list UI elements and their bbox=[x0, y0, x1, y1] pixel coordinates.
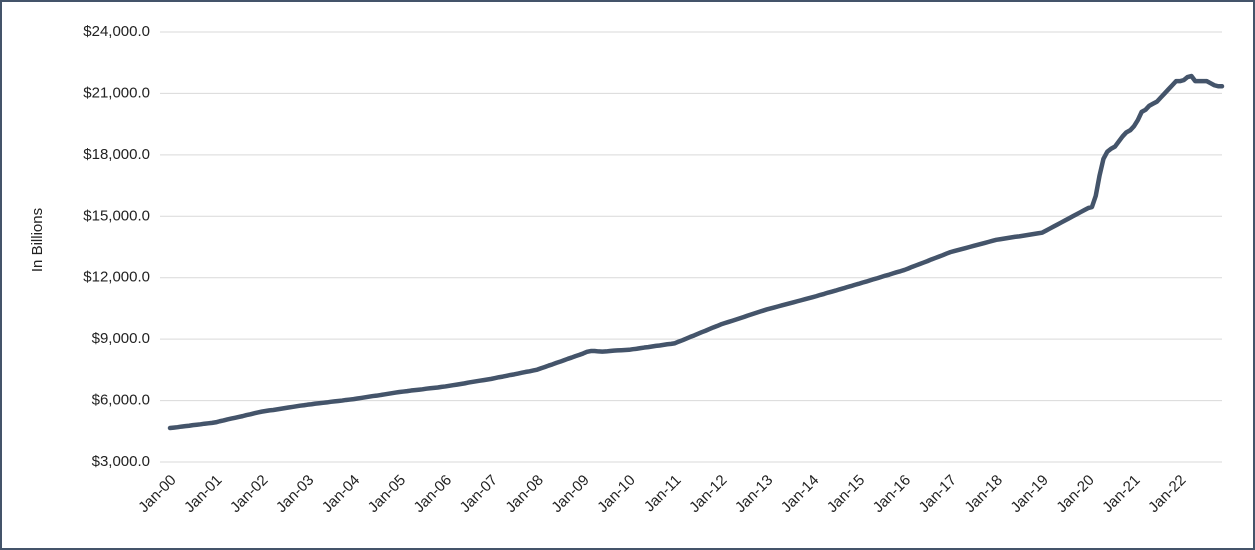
y-tick-label: $6,000.0 bbox=[92, 392, 150, 409]
data-line bbox=[167, 73, 1225, 431]
y-tick-label: $15,000.0 bbox=[83, 207, 150, 224]
y-tick-label: $18,000.0 bbox=[83, 146, 150, 163]
y-tick-label: $9,000.0 bbox=[92, 330, 150, 347]
y-tick-label: $21,000.0 bbox=[83, 84, 150, 101]
y-tick-label: $12,000.0 bbox=[83, 269, 150, 286]
y-tick-label: $3,000.0 bbox=[92, 453, 150, 470]
y-axis-label: In Billions bbox=[29, 208, 46, 272]
y-tick-label: $24,000.0 bbox=[83, 23, 150, 40]
